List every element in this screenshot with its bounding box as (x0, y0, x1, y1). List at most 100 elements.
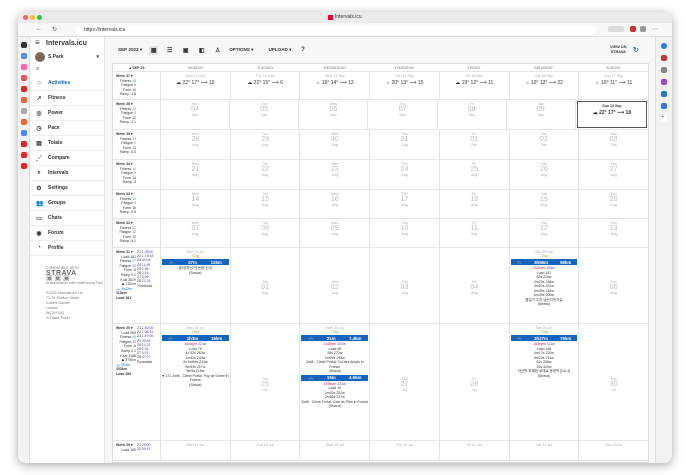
sidebar-item-forum[interactable]: ◉ Forum (30, 226, 104, 241)
calendar-day[interactable]: Sat 29 Jul 73kg 🚲 3h27m 75km 153bpm 111w Load … (510, 324, 580, 440)
week-label[interactable]: Week 29 ▾ (116, 443, 133, 447)
profile-icon[interactable] (640, 26, 646, 32)
calendar-day[interactable]: Wed 23 Aug (300, 160, 371, 189)
tabs-icon[interactable] (20, 42, 27, 48)
app-icon[interactable] (661, 91, 667, 97)
calendar-icon[interactable]: ▣ (182, 47, 189, 54)
calendar-day[interactable]: Tue 05 Sep (230, 100, 300, 129)
activity-bar[interactable]: 🚲 21m 7.4km (301, 335, 369, 341)
calendar-day[interactable]: Wed 13 Sep ☼ 19° 14° ⟶ 12 (300, 72, 371, 99)
calendar-day[interactable]: Fri 15 Sep ☁ 19° 12° ⟶ 11 (440, 72, 510, 99)
app-icon[interactable] (20, 97, 27, 103)
search-icon[interactable] (20, 130, 27, 136)
calendar-day[interactable]: Thu 14 Sep ☼ 20° 13° ⟶ 15 (370, 72, 440, 99)
app-icon[interactable] (20, 163, 27, 169)
calendar-day[interactable]: Sun 27 Aug (579, 160, 648, 189)
activity-bar[interactable]: 🚲 37m 12km (162, 259, 229, 265)
app-icon[interactable] (20, 141, 27, 147)
extension-badge[interactable] (608, 26, 624, 32)
social-icons[interactable]: ▣ ▣ ▣ (46, 275, 70, 282)
calendar-day[interactable]: Fri 28 Jul (440, 324, 510, 440)
back-icon[interactable]: ← (36, 26, 42, 32)
week-label[interactable]: Week 30 ▾ (116, 326, 133, 330)
week-label[interactable]: Week 31 ▾ (116, 250, 133, 254)
calendar-day[interactable]: Thu 10 Aug (370, 219, 440, 247)
calendar-day[interactable]: Sat 12 Aug (510, 219, 580, 247)
week-label[interactable]: Week 35 ▾ (116, 132, 133, 136)
sidebar-item-groups[interactable]: 👥 Groups (30, 196, 104, 211)
sidebar-item-chats[interactable]: ▭ Chats (30, 211, 104, 226)
calendar-day[interactable]: Sun 03 Sep (579, 130, 648, 159)
activity-bar[interactable]: 🚲 1h3m 15km (162, 335, 229, 341)
app-title[interactable]: Intervals.icu (30, 37, 104, 48)
sidebar-item-fitness[interactable]: ↗ Fitness (30, 91, 104, 106)
app-icon[interactable] (661, 103, 667, 109)
calendar-day[interactable]: Sun 06 Aug (579, 248, 648, 323)
calendar-day[interactable]: Sun 30 Jul (579, 324, 648, 440)
maximize-button[interactable] (37, 15, 42, 20)
activity-bar[interactable]: 🚲 3h55m 98km (510, 259, 578, 265)
reload-icon[interactable]: ↻ (52, 27, 58, 33)
app-icon[interactable] (20, 86, 27, 92)
calendar-day[interactable]: Tue 22 Aug (231, 160, 301, 189)
calendar-day[interactable]: Thu 03 Aug (370, 248, 440, 323)
calendar-day[interactable]: Mon 11 Sep ☁ 22° 17° ⟶ 15 (161, 72, 231, 99)
app-icon[interactable] (20, 152, 27, 158)
sidebar-item-activities[interactable]: ⌂ Activities (30, 76, 104, 91)
search-icon[interactable]: ⌕ (36, 66, 40, 72)
refresh-icon[interactable]: ↻ (633, 47, 639, 54)
sidebar-item-compare[interactable]: ⋰ Compare (30, 151, 104, 166)
app-icon[interactable] (661, 55, 667, 61)
calendar-day[interactable]: Sat 05 Aug 72kg 🚲 3h55m 98km 153bpm 181w Load … (510, 248, 580, 323)
calendar-day[interactable]: Sat 09 Sep (507, 100, 576, 129)
app-icon[interactable] (20, 119, 27, 125)
calendar-day[interactable]: Tue 25 Jul (231, 324, 301, 440)
options-button[interactable]: OPTIONS ▾ (229, 47, 254, 52)
calendar-day[interactable]: Thu 20 Jul (370, 441, 440, 460)
calendar-grid-view-icon[interactable]: ▦ (149, 45, 159, 55)
sidebar-item-totals[interactable]: ▤ Totals (30, 136, 104, 151)
sidebar-item-intervals[interactable]: ⌕ Intervals (30, 166, 104, 181)
calendar-day[interactable]: Fri 04 Aug (440, 248, 510, 323)
calendar-day[interactable]: Tue 29 Aug (231, 130, 301, 159)
calendar-day[interactable]: Sun 10 Sep ☁ 22° 17° ⟶ 18 (576, 101, 647, 128)
week-label[interactable]: Week 37 ▾ (116, 74, 133, 78)
calendar-day[interactable]: Mon 07 Aug (161, 219, 231, 247)
calendar-day[interactable]: Mon 17 Jul (161, 441, 231, 460)
calendar-day[interactable]: Wed 09 Aug (300, 219, 371, 247)
calendar-day[interactable]: Tue 15 Aug (231, 190, 301, 218)
calendar-day[interactable]: Thu 27 Jul (370, 324, 440, 440)
jump-to-date[interactable]: ▴ SEP 25 (129, 66, 145, 70)
week-label[interactable]: Week 36 ▾ (116, 102, 133, 106)
calendar-day[interactable]: Mon 28 Aug (161, 130, 231, 159)
month-selector[interactable]: SEP 2023 ▾ (118, 47, 143, 52)
calendar-day[interactable]: Sun 20 Aug (579, 190, 648, 218)
calendar-day[interactable]: Tue 18 Jul (231, 441, 301, 460)
calendar-day[interactable]: Fri 21 Jul (440, 441, 510, 460)
calendar-day[interactable]: Sat 16 Sep ☼ 19° 12° ⟶ 22 (510, 72, 580, 99)
calendar-day[interactable]: Thu 24 Aug (370, 160, 440, 189)
calendar-day[interactable]: Wed 30 Aug (300, 130, 371, 159)
view-on-strava-button[interactable]: VIEW ON STRAVA (610, 45, 626, 54)
browser-tab[interactable]: Intervals.icu (328, 14, 362, 20)
calendar-day[interactable]: Mon 04 Sep (161, 100, 231, 129)
calendar-day[interactable]: Mon 14 Aug (161, 190, 231, 218)
calendar-day[interactable]: Wed 26 Jul 73kg 🚲 21m 7.4km 162bpm 200w Load 2… (300, 324, 371, 440)
sidebar-item-profile[interactable]: ◔ Profile (30, 241, 104, 256)
help-icon[interactable]: ? (301, 47, 305, 53)
minimize-button[interactable] (30, 15, 35, 20)
calendar-day[interactable]: Tue 08 Aug (231, 219, 301, 247)
calendar-day[interactable]: Fri 25 Aug (440, 160, 510, 189)
week-label[interactable]: Week 33 ▾ (116, 192, 133, 196)
calendar-day[interactable]: Fri 18 Aug (440, 190, 510, 218)
calendar-day[interactable]: Sun 23 Jul (579, 441, 648, 460)
sidebar-item-power[interactable]: ◎ Power (30, 106, 104, 121)
calendar-day[interactable]: Mon 24 Jul 72kg 🚲 1h3m 15km 164bpm 224w Load 7… (161, 324, 231, 440)
sidebar-item-settings[interactable]: ⚙ Settings (30, 181, 104, 196)
calendar-day[interactable]: Sat 22 Jul (510, 441, 580, 460)
menu-icon[interactable]: ⋯ (652, 26, 658, 33)
calendar-day[interactable]: Tue 12 Sep ☁ 22° 15° ⟶ 6 (231, 72, 301, 99)
contact-link[interactable]: ✉ David Tinker (46, 316, 70, 320)
close-window-button[interactable] (23, 15, 28, 20)
calendar-day[interactable]: Mon 31 Jul 72kg 🚲 37m 12km [한강자전거] 논현-신대 (Stra… (161, 248, 231, 323)
